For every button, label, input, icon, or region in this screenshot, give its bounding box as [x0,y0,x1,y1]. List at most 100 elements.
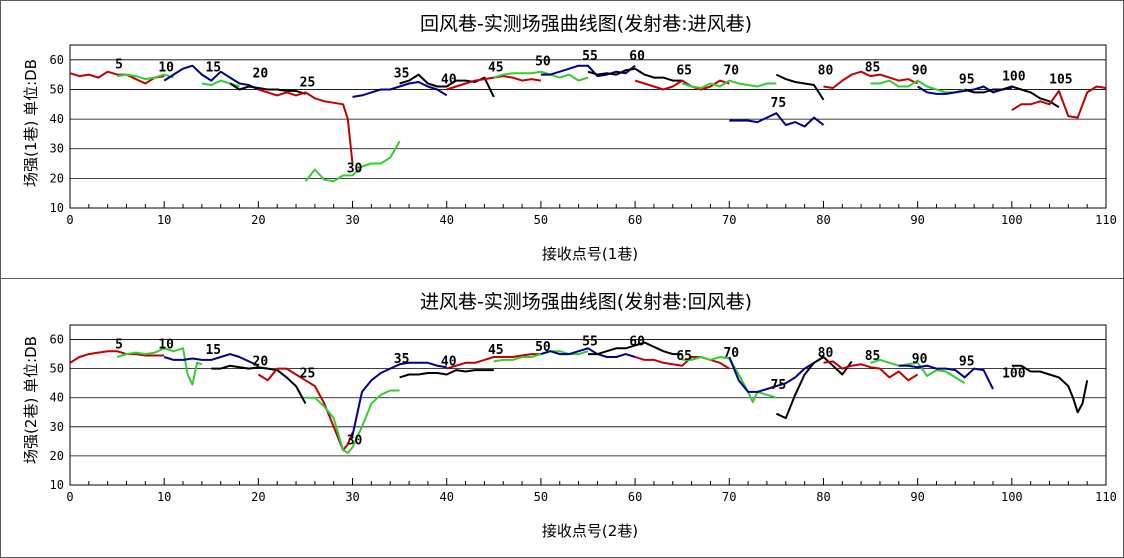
chart-panel-1: 回风巷-实测场强曲线图(发射巷:进风巷) 0 10 20 30 40 50 60 70 80 90… [22,13,1117,263]
series-line [1011,364,1089,414]
y-axis-label: 场强(2巷) 单位:DB [22,336,40,464]
series-line [352,81,448,98]
point-marker-label: 45 [488,61,504,76]
x-tick-label: 90 [910,213,924,227]
series-line [229,82,306,95]
x-tick-label: 20 [251,490,265,504]
point-marker-label: 70 [723,346,739,361]
x-tick-label: 10 [157,213,171,227]
series-line [399,369,494,379]
point-marker-label: 60 [629,49,645,64]
point-marker-label: 20 [253,355,269,370]
point-marker-label: 15 [205,343,221,358]
x-tick-label: 80 [816,213,830,227]
point-marker-label: 90 [912,64,928,79]
panel-divider [0,278,1124,279]
x-tick-label: 0 [66,490,73,504]
x-tick-label: 80 [816,490,830,504]
series-line [116,73,174,81]
y-tick-label: 20 [50,171,64,185]
series-line [588,341,683,356]
series-line [163,353,259,367]
series-line [257,367,354,452]
series-line [728,356,825,393]
point-marker-label: 90 [912,352,928,367]
y-tick-label: 30 [50,420,64,434]
x-tick-label: 60 [628,213,642,227]
point-marker-label: 45 [488,343,504,358]
point-marker-label: 30 [347,433,363,448]
y-axis-label: 场强(1巷) 单位:DB [22,59,40,187]
point-marker-label: 85 [865,349,881,364]
series-line [69,70,165,85]
y-tick-label: 10 [50,478,64,492]
series-line [682,356,777,404]
x-tick-label: 60 [628,490,642,504]
point-marker-label: 95 [959,73,975,88]
series-line [775,73,825,101]
point-marker-label: 80 [818,64,834,79]
series-line [446,353,541,370]
x-tick-label: 70 [722,490,736,504]
point-marker-label: 15 [205,61,221,76]
point-marker-label: 5 [115,58,123,73]
series-line [446,75,542,91]
series-line [917,85,1012,95]
series-line [305,389,400,454]
x-tick-label: 100 [1001,490,1023,504]
x-tick-label: 20 [251,213,265,227]
y-tick-label: 40 [50,112,64,126]
point-marker-label: 80 [818,346,834,361]
y-tick-label: 20 [50,449,64,463]
chart-title: 进风巷-实测场强曲线图(发射巷:回风巷) [420,291,752,313]
series-line [898,364,994,390]
y-tick-label: 40 [50,391,64,405]
series-line [493,70,589,82]
point-marker-label: 20 [253,67,269,82]
series-line [540,347,636,358]
point-marker-label: 50 [535,55,551,70]
point-marker-label: 25 [300,75,316,90]
x-tick-label: 50 [534,490,548,504]
point-marker-label: 40 [441,73,457,88]
x-tick-label: 30 [345,213,359,227]
y-tick-label: 50 [50,82,64,96]
x-axis-label: 接收点号(1巷) [542,245,638,263]
series-line [681,79,777,89]
series-line [258,88,354,164]
point-marker-label: 70 [723,64,739,79]
series-line [870,358,966,385]
x-tick-label: 30 [345,490,359,504]
series-line [823,360,919,382]
x-tick-label: 40 [440,490,454,504]
point-marker-label: 35 [394,67,410,82]
point-marker-label: 100 [1002,70,1026,85]
point-marker-label: 75 [771,96,787,111]
x-tick-label: 0 [66,213,73,227]
chart-panel-2: 进风巷-实测场强曲线图(发射巷:回风巷) 0 10 20 30 40 50 60 70 80 90… [22,291,1117,540]
y-tick-label: 60 [50,53,64,67]
point-marker-label: 105 [1049,73,1072,88]
plot-border [69,44,1107,209]
series-line [304,140,401,183]
plot-border [69,324,1107,486]
point-marker-label: 100 [1002,366,1026,381]
x-axis-label: 接收点号(2巷) [542,522,638,540]
y-tick-label: 60 [50,333,64,347]
series-line [1011,85,1107,119]
series-line [211,364,307,404]
x-tick-label: 50 [534,213,548,227]
y-tick-label: 30 [50,142,64,156]
series-line [964,85,1060,109]
point-marker-label: 50 [535,340,551,355]
x-tick-label: 110 [1095,490,1117,504]
y-tick-label: 10 [50,201,64,215]
series-line [116,347,203,386]
x-tick-label: 10 [157,490,171,504]
x-tick-label: 40 [440,213,454,227]
point-marker-label: 75 [771,378,787,393]
point-marker-label: 5 [115,337,123,352]
point-marker-label: 95 [959,355,975,370]
